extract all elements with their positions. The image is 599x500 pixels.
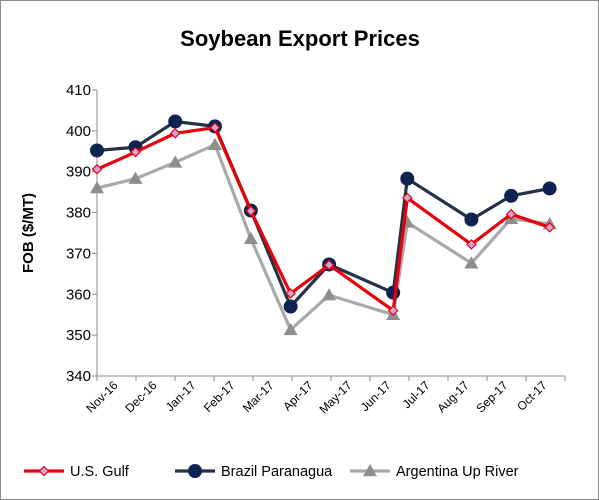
- data-point-argentina-up-river: [168, 155, 183, 168]
- x-tick-label: Jun-17: [358, 378, 394, 414]
- data-point-u-s-gulf: [505, 208, 517, 220]
- data-point-brazil-paranagua: [168, 114, 183, 129]
- legend-item-brazil-paranagua: Brazil Paranagua: [175, 464, 333, 480]
- x-tick-label: Jul-17: [400, 378, 433, 411]
- data-point-u-s-gulf: [387, 305, 399, 316]
- legend-marker-argentina-up-river: [363, 464, 377, 477]
- series-argentina-up-river: [90, 137, 557, 336]
- y-tick-label: 380: [66, 205, 91, 222]
- series-brazil-paranagua: [90, 114, 557, 314]
- x-tick-label: Feb-17: [201, 378, 238, 415]
- data-point-u-s-gulf: [91, 163, 103, 175]
- legend-item-argentina-up-river: Argentina Up River: [350, 464, 519, 480]
- legend-marker-u-s-gulf: [38, 465, 50, 477]
- data-point-brazil-paranagua: [283, 299, 298, 314]
- data-point-u-s-gulf: [323, 259, 335, 271]
- data-point-u-s-gulf: [285, 288, 296, 299]
- series-layer: [90, 114, 557, 336]
- data-point-argentina-up-river: [322, 288, 337, 301]
- x-tick-label: Aug-17: [434, 378, 471, 415]
- legend-label-argentina-up-river: Argentina Up River: [396, 464, 519, 480]
- legend: U.S. Gulf Brazil Paranagua Argentina Up Ri…: [24, 464, 519, 480]
- legend-label-u-s-gulf: U.S. Gulf: [70, 464, 130, 480]
- y-axis-label: FOB ($/MT): [20, 193, 37, 273]
- y-tick-label: 390: [66, 164, 91, 181]
- data-point-u-s-gulf: [209, 122, 221, 133]
- series-line-u-s-gulf: [96, 125, 551, 313]
- data-point-argentina-up-river: [243, 231, 258, 244]
- data-point-brazil-paranagua: [400, 171, 415, 186]
- data-point-argentina-up-river: [283, 322, 298, 336]
- data-point-brazil-paranagua: [542, 181, 557, 196]
- data-point-brazil-paranagua: [386, 285, 401, 300]
- data-point-u-s-gulf: [245, 205, 257, 217]
- y-tick-label: 350: [66, 327, 91, 344]
- data-point-brazil-paranagua: [90, 143, 104, 158]
- chart-title: Soybean Export Prices: [180, 26, 420, 51]
- data-point-argentina-up-river: [128, 171, 143, 184]
- y-tick-label: 400: [66, 123, 91, 140]
- y-tick-label: 410: [66, 82, 91, 99]
- x-tick-label: May-17: [316, 378, 354, 416]
- data-point-argentina-up-river: [207, 137, 222, 150]
- x-tick-label: Sep-17: [473, 378, 510, 415]
- x-tick-label: Dec-16: [122, 378, 159, 415]
- y-tick-label: 370: [66, 245, 91, 262]
- data-point-argentina-up-river: [90, 181, 104, 194]
- data-point-u-s-gulf: [466, 239, 477, 250]
- y-tick-label: 340: [66, 368, 91, 385]
- data-point-brazil-paranagua: [504, 188, 519, 203]
- x-tick-label: Apr-17: [280, 378, 316, 414]
- x-tick-label: Mar-17: [240, 378, 277, 415]
- data-point-u-s-gulf: [169, 127, 181, 139]
- x-tick-label: Oct-17: [514, 378, 550, 414]
- legend-label-brazil-paranagua: Brazil Paranagua: [221, 464, 333, 480]
- series-line-brazil-paranagua: [96, 119, 550, 309]
- legend-item-u-s-gulf: U.S. Gulf: [24, 464, 130, 480]
- data-point-brazil-paranagua: [464, 212, 479, 227]
- series-u-s-gulf: [91, 122, 555, 316]
- x-tick-label: Jan-17: [163, 378, 199, 414]
- data-point-u-s-gulf: [130, 146, 141, 158]
- data-point-u-s-gulf: [401, 192, 413, 204]
- y-tick-label: 360: [66, 286, 91, 303]
- legend-marker-brazil-paranagua: [188, 464, 202, 478]
- data-point-argentina-up-river: [464, 256, 479, 269]
- data-point-u-s-gulf: [544, 221, 555, 233]
- series-line-argentina-up-river: [96, 143, 550, 332]
